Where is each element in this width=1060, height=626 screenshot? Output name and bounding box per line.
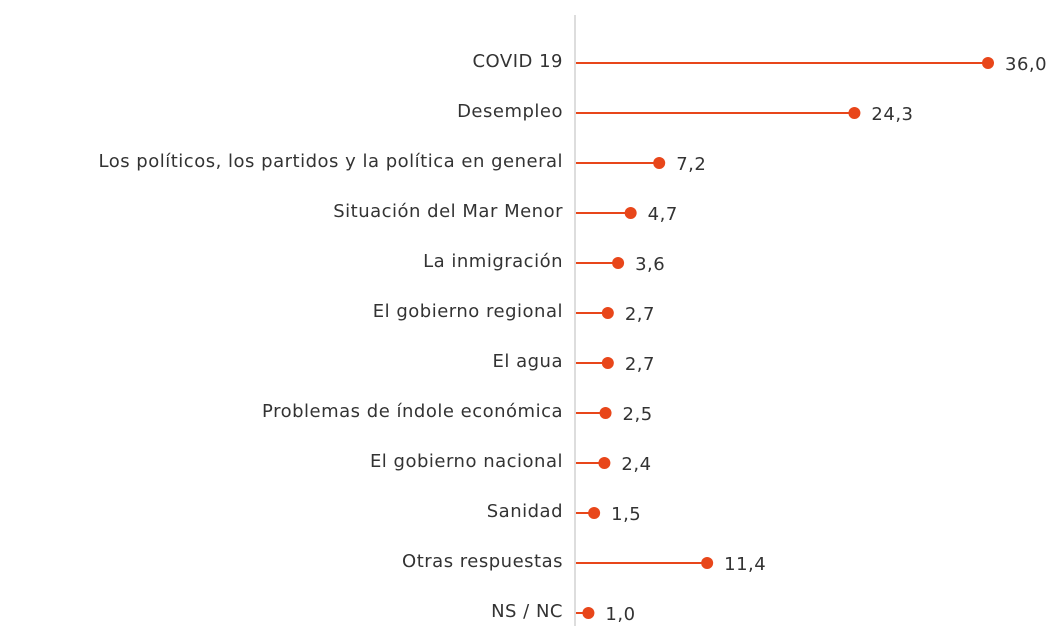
category-label: COVID 19 xyxy=(472,51,563,72)
dot xyxy=(701,557,714,569)
category-label: Problemas de índole económica xyxy=(262,401,563,422)
value-label: 2,5 xyxy=(623,404,653,425)
category-label: Desempleo xyxy=(457,101,563,122)
value-label: 2,7 xyxy=(625,354,655,375)
dot xyxy=(848,107,861,119)
category-label: Sanidad xyxy=(487,501,563,522)
dot xyxy=(588,507,601,519)
dot xyxy=(612,257,625,269)
category-label: La inmigración xyxy=(423,251,563,272)
category-label: El gobierno regional xyxy=(373,301,563,322)
dot xyxy=(582,607,595,619)
value-label: 7,2 xyxy=(676,154,706,175)
dot xyxy=(601,307,614,319)
category-label: Situación del Mar Menor xyxy=(333,201,563,222)
value-label: 2,7 xyxy=(625,304,655,325)
dot xyxy=(624,207,637,219)
dot xyxy=(601,357,614,369)
category-label: El agua xyxy=(493,351,564,372)
dot xyxy=(653,157,666,169)
category-label: Otras respuestas xyxy=(402,551,563,572)
value-label: 24,3 xyxy=(871,104,913,125)
category-label: Los políticos, los partidos y la polític… xyxy=(98,151,563,172)
value-label: 11,4 xyxy=(724,554,766,575)
value-label: 1,0 xyxy=(605,604,635,625)
value-label: 36,0 xyxy=(1005,54,1047,75)
category-label: El gobierno nacional xyxy=(370,451,563,472)
value-label: 2,4 xyxy=(621,454,651,475)
category-label: NS / NC xyxy=(491,601,563,622)
value-label: 4,7 xyxy=(648,204,678,225)
dot xyxy=(982,57,994,69)
value-label: 1,5 xyxy=(611,504,641,525)
dot xyxy=(598,457,611,469)
dot xyxy=(599,407,612,419)
value-label: 3,6 xyxy=(635,254,665,275)
